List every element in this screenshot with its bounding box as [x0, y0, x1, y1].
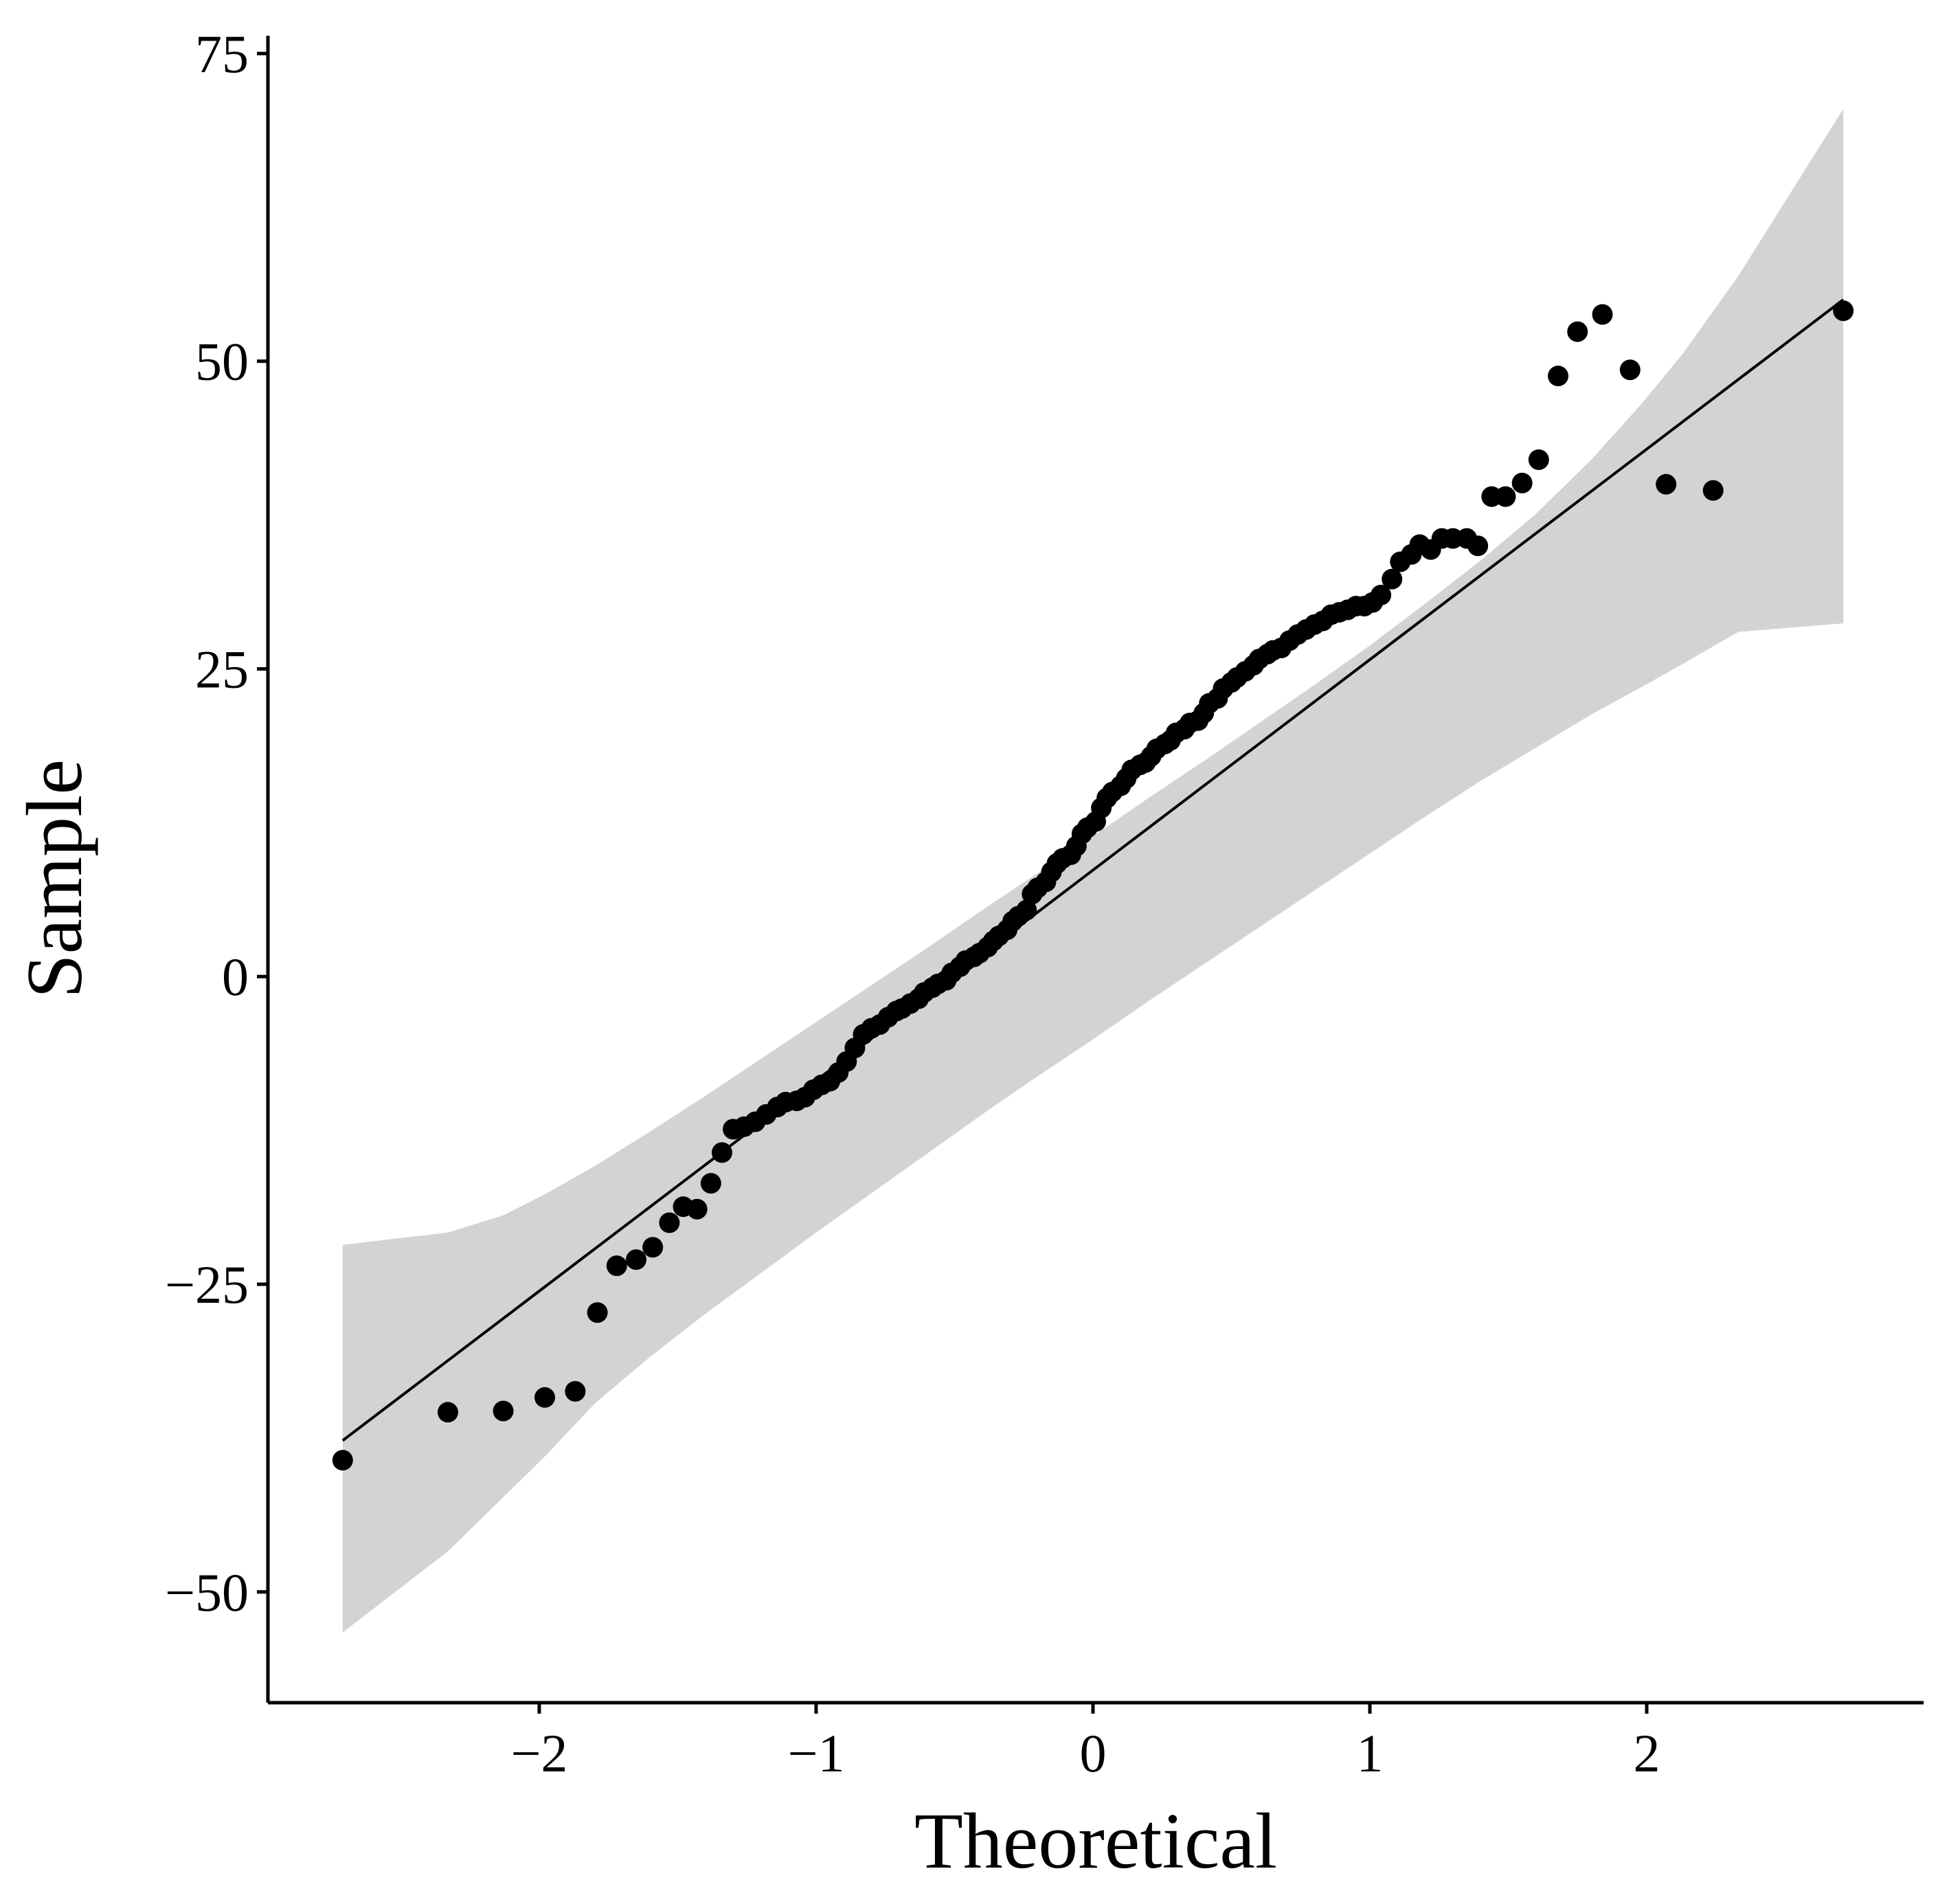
- y-tick-label: 50: [195, 332, 249, 392]
- data-point: [711, 1142, 732, 1163]
- data-point: [1382, 568, 1403, 590]
- data-point: [565, 1380, 586, 1402]
- y-tick-label: −50: [165, 1563, 249, 1622]
- data-point: [642, 1237, 664, 1258]
- data-point: [437, 1402, 458, 1423]
- x-tick-label: −2: [510, 1723, 567, 1783]
- data-point: [1833, 300, 1854, 322]
- x-tick-label: −1: [787, 1723, 844, 1783]
- data-point: [1702, 480, 1724, 501]
- data-point: [606, 1255, 627, 1277]
- data-point: [1016, 899, 1037, 921]
- data-point: [534, 1387, 556, 1408]
- reference-line-layer: [341, 298, 1845, 1442]
- data-point: [686, 1198, 708, 1220]
- y-tick-label: 75: [195, 24, 249, 84]
- y-axis-title: Sample: [11, 759, 99, 998]
- data-point: [1371, 585, 1392, 605]
- data-point: [493, 1400, 514, 1422]
- data-point: [659, 1212, 680, 1233]
- y-tick-label: 0: [222, 947, 249, 1007]
- data-point: [1495, 486, 1516, 507]
- data-point: [1619, 359, 1641, 381]
- data-point: [1567, 321, 1588, 342]
- reference-line: [341, 298, 1845, 1442]
- data-point: [700, 1173, 721, 1194]
- y-tick-label: −25: [165, 1255, 249, 1314]
- y-tick-label: 25: [195, 639, 249, 699]
- data-point: [1511, 473, 1533, 494]
- x-tick-label: 2: [1633, 1723, 1660, 1783]
- data-point: [1467, 535, 1489, 557]
- sample-points-layer: [332, 300, 1854, 1471]
- data-point: [1656, 473, 1677, 495]
- data-point: [1548, 366, 1569, 387]
- data-point: [332, 1450, 353, 1471]
- x-axis-title: Theoretical: [914, 1797, 1277, 1885]
- data-point: [587, 1302, 608, 1323]
- x-tick-label: 1: [1356, 1723, 1383, 1783]
- data-point: [626, 1249, 647, 1270]
- axes-layer: −50 −25 0 25 50 75 −2 −1 0 1 2: [165, 24, 1924, 1783]
- data-point: [1528, 449, 1549, 470]
- data-point: [1592, 304, 1613, 325]
- x-tick-label: 0: [1079, 1723, 1106, 1783]
